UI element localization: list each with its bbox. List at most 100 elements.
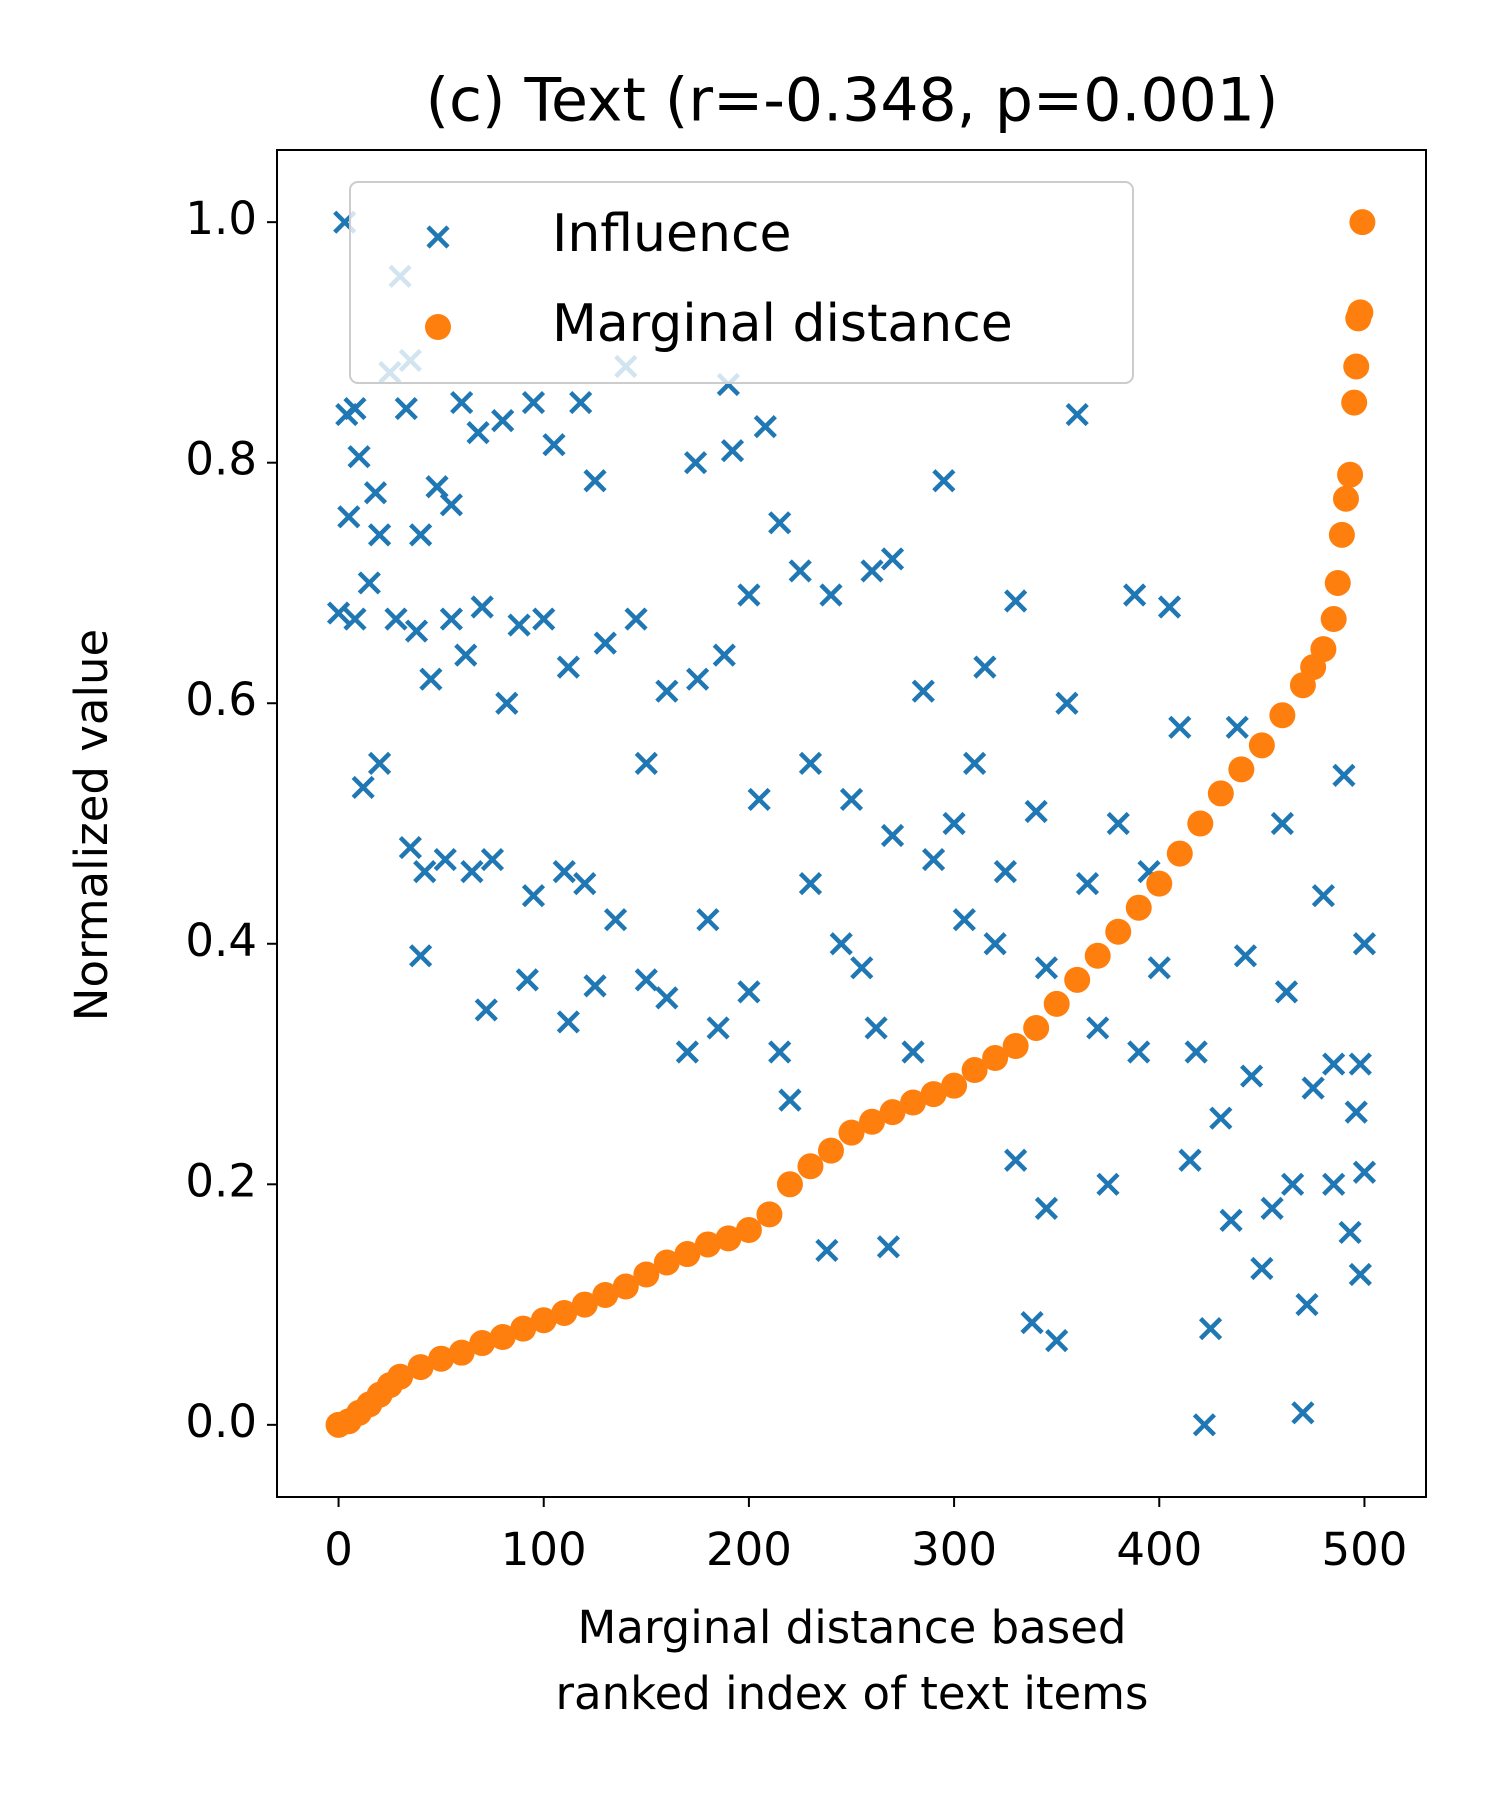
point [398, 835, 422, 860]
point [1045, 1329, 1069, 1353]
point [683, 451, 708, 475]
point [556, 655, 580, 679]
point [1337, 461, 1364, 488]
point [1228, 756, 1255, 783]
point [363, 481, 388, 505]
point [439, 493, 463, 517]
point [425, 475, 449, 499]
point [1146, 870, 1173, 897]
point [1344, 1100, 1368, 1124]
x-tick-label: 400 [1116, 1523, 1202, 1576]
point [603, 908, 628, 932]
point [351, 775, 375, 800]
point [1347, 299, 1374, 326]
point [1064, 966, 1091, 993]
point [1348, 1052, 1372, 1076]
point [655, 986, 679, 1010]
x-tick-label: 200 [706, 1523, 792, 1576]
point [1310, 636, 1337, 663]
point [768, 1040, 792, 1064]
point [1281, 1172, 1305, 1196]
point [839, 787, 864, 812]
point [1075, 872, 1100, 896]
point [367, 523, 392, 547]
point [747, 787, 771, 812]
point [335, 402, 359, 427]
point [768, 511, 792, 535]
point [655, 679, 679, 703]
point [556, 1010, 580, 1034]
point [521, 884, 546, 908]
series [325, 209, 1376, 1438]
point [993, 860, 1017, 884]
point [1166, 840, 1193, 867]
point [1004, 1148, 1028, 1172]
point [1311, 884, 1336, 908]
point [409, 523, 433, 547]
point [495, 691, 519, 715]
point [715, 1225, 742, 1252]
legend-marker [425, 314, 451, 340]
point [1184, 1040, 1208, 1064]
point [387, 1363, 414, 1390]
point [1043, 990, 1070, 1017]
point [569, 390, 593, 415]
point [983, 932, 1007, 956]
point [592, 1281, 619, 1308]
point [1178, 1148, 1202, 1172]
point [454, 643, 478, 667]
point [1002, 1032, 1029, 1059]
point [1260, 1196, 1284, 1220]
y-tick-label: 0.0 [185, 1395, 257, 1448]
point [419, 667, 443, 691]
point [633, 1261, 660, 1288]
point [973, 655, 997, 679]
point [706, 1016, 730, 1040]
point [347, 445, 371, 469]
point [439, 607, 463, 631]
point [817, 1137, 844, 1164]
point [932, 469, 956, 493]
point [337, 505, 361, 529]
point [491, 409, 515, 433]
point [1209, 1106, 1233, 1130]
point [1084, 942, 1111, 969]
point [1324, 569, 1351, 596]
point [880, 823, 905, 848]
point [1157, 595, 1182, 619]
point [1343, 353, 1370, 380]
point [797, 1153, 824, 1180]
point [735, 1217, 762, 1244]
point [326, 601, 351, 625]
point [737, 980, 761, 1004]
x-tick-label: 500 [1321, 1523, 1407, 1576]
x-tick-label: 100 [501, 1523, 587, 1576]
point [1198, 1317, 1223, 1341]
point [819, 583, 843, 607]
point [474, 998, 498, 1022]
point [413, 860, 437, 884]
point [1168, 715, 1192, 739]
point [1295, 1292, 1319, 1317]
point [961, 1057, 988, 1084]
point [1105, 918, 1132, 945]
y-tick-label: 1.0 [185, 192, 257, 245]
point [1034, 1196, 1059, 1220]
point [573, 872, 597, 896]
point [1024, 799, 1048, 824]
point [583, 974, 607, 998]
point [1348, 1262, 1372, 1287]
point [1349, 209, 1376, 236]
point [1023, 1014, 1050, 1041]
point [1352, 932, 1377, 956]
point [1127, 1040, 1151, 1064]
point [756, 1201, 783, 1228]
point [480, 847, 505, 872]
point [982, 1045, 1009, 1072]
point [460, 860, 484, 884]
point [1250, 1256, 1274, 1281]
y-tick-label: 0.8 [185, 433, 257, 486]
point [515, 968, 539, 992]
point [788, 559, 812, 583]
point [798, 872, 823, 896]
